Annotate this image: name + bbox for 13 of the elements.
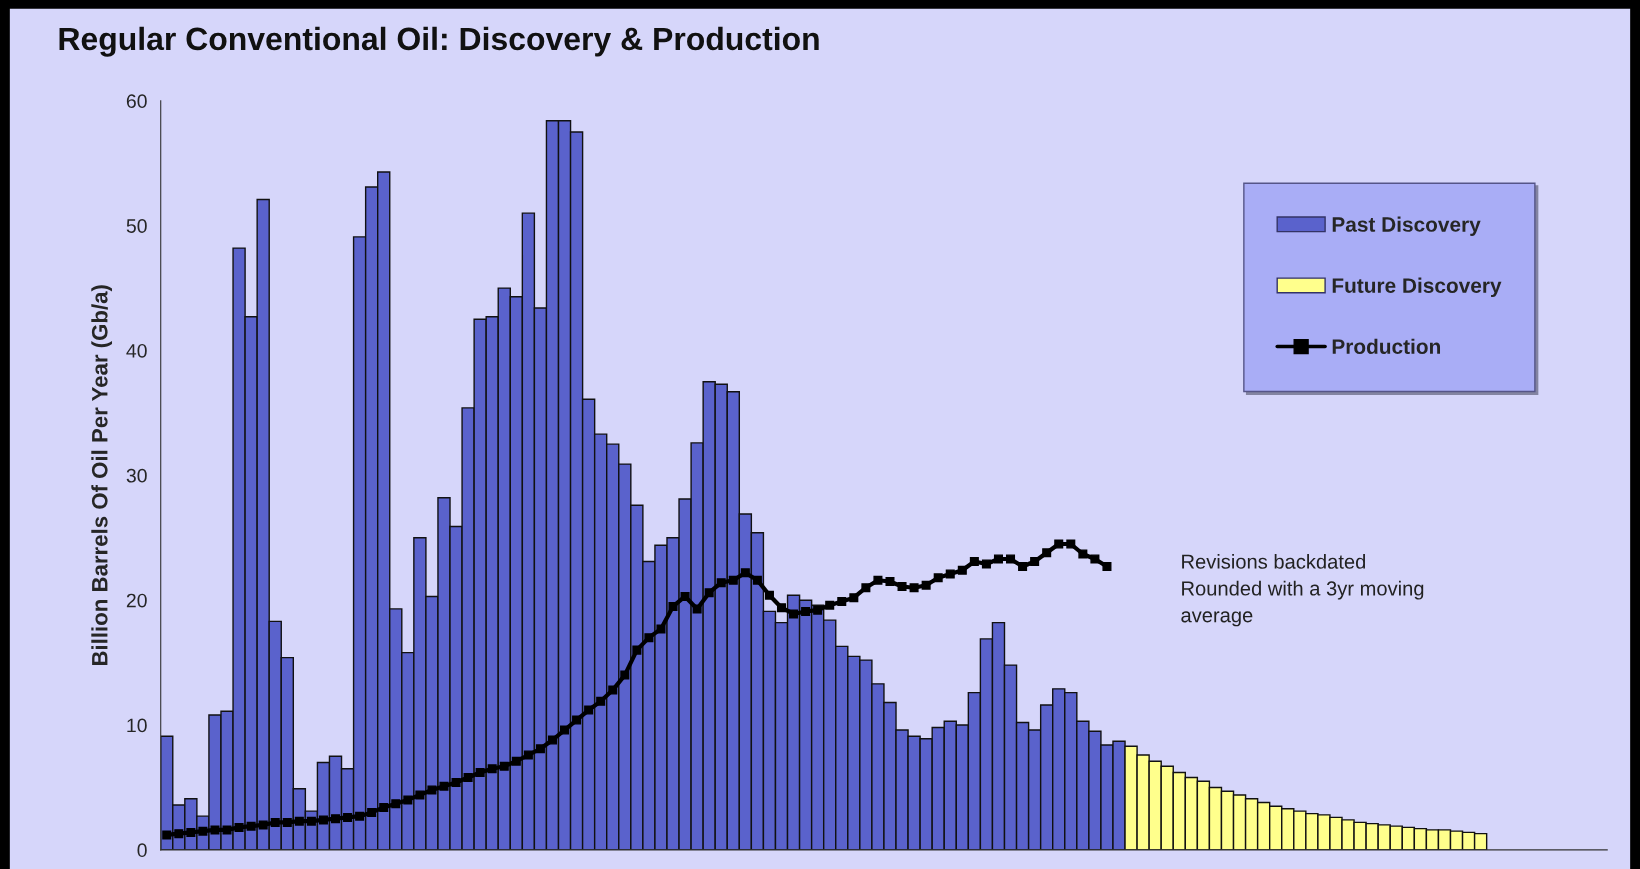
y-axis-title: Billion Barrels Of Oil Per Year (Gb/a) [91,285,113,666]
annotation: Revisions backdated Rounded with a 3yr moving average [1181,554,1424,627]
y-tick-label: 50 [126,219,147,233]
y-tick-label: 60 [126,94,147,109]
chart-title: Regular Conventional Oil: Discovery & Production [59,26,819,57]
legend-label: Production [1332,338,1441,355]
legend-label: Past Discovery [1332,216,1481,236]
legend-label: Future Discovery [1332,277,1502,298]
y-tick-label: 10 [127,718,147,733]
y-tick-label: 40 [126,343,147,358]
y-tick-label: 20 [126,593,147,608]
y-tick-label: 30 [126,468,147,483]
y-tick-label: 0 [137,843,147,858]
